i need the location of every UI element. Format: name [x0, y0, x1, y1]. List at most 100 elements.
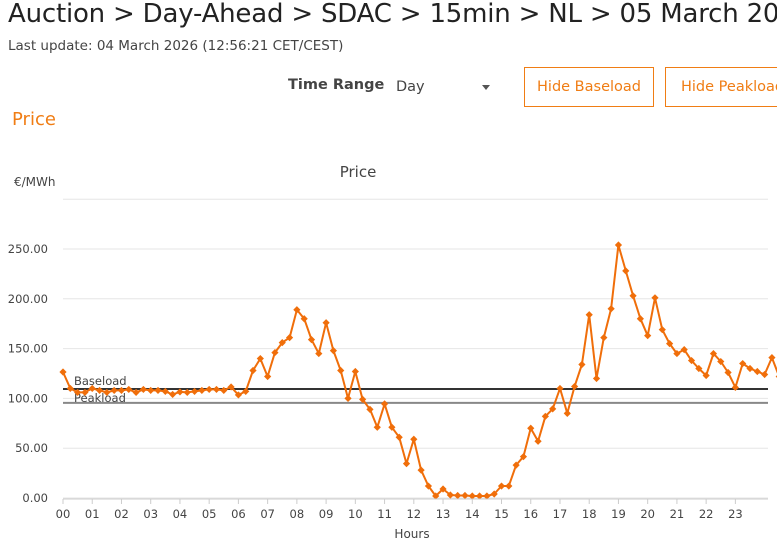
data-point — [359, 395, 367, 403]
data-point — [432, 492, 440, 500]
data-point — [351, 367, 359, 376]
data-point — [212, 385, 221, 394]
data-point — [366, 405, 374, 413]
x-tick-label: 20 — [640, 507, 655, 521]
data-point — [176, 388, 184, 396]
page-title: Auction > Day-Ahead > SDAC > 15min > NL … — [8, 0, 777, 29]
data-point — [578, 360, 586, 369]
axis-layer: 0.00 50.00 100.00 150.00 200.00 250.00 00 01 02 0… — [8, 242, 768, 521]
chevron-down-icon — [482, 84, 490, 90]
data-point — [497, 482, 506, 490]
data-point — [644, 332, 652, 340]
data-point — [724, 368, 732, 377]
data-point — [132, 388, 140, 397]
section-heading: Price — [12, 109, 56, 130]
data-point — [446, 491, 454, 499]
data-point — [249, 366, 257, 375]
data-point — [388, 423, 396, 431]
time-range-select[interactable]: Day — [388, 74, 498, 100]
data-point — [402, 460, 411, 468]
data-point — [556, 384, 564, 393]
y-tick-label: 150.00 — [8, 342, 48, 356]
x-tick-label: 11 — [377, 507, 392, 521]
data-point — [622, 267, 630, 275]
data-point — [461, 491, 469, 500]
data-point — [739, 359, 747, 368]
data-point — [220, 386, 228, 395]
x-tick-label: 22 — [699, 507, 714, 521]
last-update-text: Last update: 04 March 2026 (12:56:21 CET… — [8, 38, 344, 54]
data-point — [549, 405, 557, 413]
grid-layer — [63, 198, 768, 499]
reference-lines-layer: Baseload Peakload — [63, 374, 768, 405]
data-point — [475, 492, 484, 500]
data-point — [512, 461, 520, 469]
hide-baseload-button[interactable]: Hide Baseload — [524, 67, 654, 107]
hide-peakload-button[interactable]: Hide Peakload — [665, 67, 777, 107]
series-layer — [59, 241, 777, 500]
x-tick-label: 03 — [143, 507, 158, 521]
data-point — [592, 374, 601, 383]
data-point — [753, 367, 761, 376]
data-point — [344, 394, 352, 402]
data-point — [307, 336, 316, 344]
data-point — [600, 334, 608, 342]
data-point — [746, 364, 754, 373]
data-point — [337, 366, 345, 375]
time-range-value: Day — [396, 79, 425, 95]
x-tick-label: 21 — [670, 507, 685, 521]
data-point — [687, 356, 696, 365]
data-point — [709, 349, 718, 358]
x-axis-label: Hours — [394, 527, 429, 541]
chart-title: Price — [340, 163, 377, 181]
x-tick-label: 23 — [728, 507, 743, 521]
x-tick-label: 00 — [56, 507, 71, 521]
data-point — [614, 241, 623, 249]
x-tick-label: 17 — [553, 507, 568, 521]
x-tick-label: 16 — [523, 507, 538, 521]
x-tick-label: 12 — [406, 507, 421, 521]
x-tick-label: 05 — [202, 507, 217, 521]
data-point — [673, 349, 681, 358]
data-point — [585, 311, 593, 319]
data-point — [234, 391, 243, 399]
y-tick-label: 100.00 — [8, 391, 48, 405]
data-point — [300, 315, 308, 323]
data-point — [264, 372, 272, 381]
data-point — [227, 383, 235, 391]
data-point — [454, 491, 462, 500]
data-point — [190, 387, 199, 396]
data-point — [563, 409, 571, 417]
data-point — [570, 382, 579, 391]
y-tick-label: 0.00 — [22, 491, 48, 505]
data-point — [95, 386, 104, 395]
data-point — [768, 353, 776, 362]
data-point — [103, 388, 111, 397]
data-point — [373, 423, 381, 431]
x-tick-label: 02 — [114, 507, 129, 521]
x-tick-label: 15 — [494, 507, 509, 521]
data-point — [410, 435, 418, 443]
data-point — [154, 386, 162, 395]
data-point — [658, 326, 666, 334]
x-tick-label: 01 — [85, 507, 100, 521]
data-point — [110, 386, 118, 395]
data-point — [285, 334, 294, 342]
time-range-label: Time Range — [288, 77, 385, 93]
x-tick-label: 13 — [436, 507, 451, 521]
data-point — [527, 424, 535, 432]
data-point — [242, 387, 250, 396]
data-point — [88, 384, 96, 393]
data-point — [702, 371, 710, 380]
x-tick-label: 18 — [582, 507, 597, 521]
data-point — [680, 345, 688, 354]
x-tick-label: 10 — [348, 507, 363, 521]
data-point — [329, 346, 338, 355]
data-point — [519, 453, 528, 461]
reference-label-peakload: Peakload — [74, 391, 126, 405]
data-point — [541, 412, 549, 420]
y-tick-label: 250.00 — [8, 242, 48, 256]
data-point — [651, 294, 659, 302]
data-point — [169, 390, 177, 399]
